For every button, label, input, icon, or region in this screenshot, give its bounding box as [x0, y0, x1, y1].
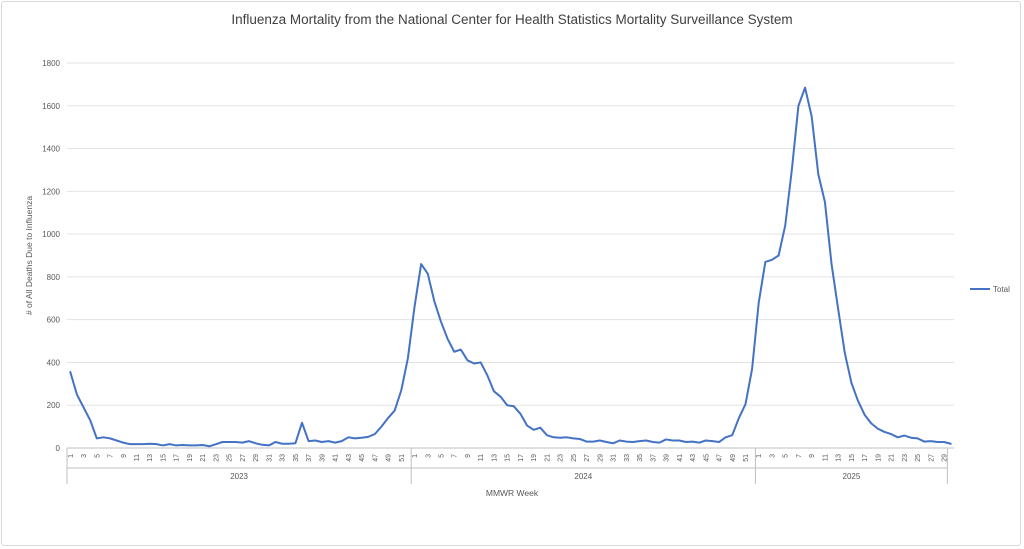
x-tick-label: 25: [915, 454, 922, 462]
x-tick-label: 39: [664, 454, 671, 462]
x-tick-label: 7: [108, 454, 115, 458]
x-tick-label: 31: [611, 454, 618, 462]
x-tick-label: 3: [81, 454, 88, 458]
x-tick-label: 35: [637, 454, 644, 462]
x-tick-label: 41: [677, 454, 684, 462]
y-tick-label: 1000: [42, 230, 60, 239]
x-tick-label: 35: [293, 454, 300, 462]
x-tick-label: 11: [134, 454, 141, 461]
x-tick-label: 47: [372, 454, 379, 462]
x-tick-label: 7: [796, 454, 803, 458]
x-tick-label: 11: [478, 454, 485, 461]
y-tick-label: 0: [56, 444, 61, 453]
x-tick-label: 15: [849, 454, 856, 462]
x-tick-label: 17: [174, 454, 181, 462]
y-tick-label: 1800: [42, 59, 60, 68]
x-tick-label: 5: [783, 454, 790, 458]
x-tick-label: 37: [650, 454, 657, 462]
y-tick-label: 200: [47, 401, 61, 410]
x-tick-label: 45: [359, 454, 366, 462]
x-tick-label: 11: [822, 454, 829, 461]
x-tick-label: 37: [306, 454, 313, 462]
x-tick-label: 9: [809, 454, 816, 458]
x-tick-label: 45: [703, 454, 710, 462]
x-tick-label: 33: [280, 454, 287, 462]
x-tick-label: 15: [160, 454, 167, 462]
x-tick-label: 27: [240, 454, 247, 462]
x-tick-label: 21: [544, 454, 551, 462]
x-tick-label: 3: [769, 454, 776, 458]
x-tick-label: 29: [942, 454, 949, 462]
x-tick-label: 19: [875, 454, 882, 462]
x-tick-label: 23: [902, 454, 909, 462]
year-label: 2025: [843, 472, 861, 481]
x-tick-label: 7: [452, 454, 459, 458]
x-tick-label: 43: [690, 454, 697, 462]
x-tick-label: 51: [743, 454, 750, 462]
x-tick-label: 13: [491, 454, 498, 462]
x-tick-label: 25: [571, 454, 578, 462]
x-tick-label: 9: [465, 454, 472, 458]
x-tick-label: 21: [200, 454, 207, 462]
x-tick-label: 5: [94, 454, 101, 458]
x-tick-label: 29: [597, 454, 604, 462]
x-tick-label: 19: [187, 454, 194, 462]
series-line-total: [69, 86, 952, 448]
y-tick-label: 1400: [42, 145, 60, 154]
x-tick-label: 1: [412, 454, 419, 458]
x-tick-label: 51: [399, 454, 406, 462]
legend-label: Total: [993, 285, 1010, 294]
y-tick-label: 600: [47, 316, 61, 325]
x-tick-label: 1: [68, 454, 75, 458]
x-tick-label: 25: [227, 454, 234, 462]
x-tick-label: 29: [253, 454, 260, 462]
x-tick-label: 49: [386, 454, 393, 462]
x-tick-label: 17: [862, 454, 869, 462]
x-tick-label: 43: [346, 454, 353, 462]
x-tick-label: 31: [266, 454, 273, 462]
x-tick-label: 23: [558, 454, 565, 462]
x-tick-label: 41: [333, 454, 340, 462]
x-tick-label: 15: [505, 454, 512, 462]
year-label: 2024: [574, 472, 592, 481]
y-tick-label: 1600: [42, 102, 60, 111]
y-tick-label: 800: [47, 273, 61, 282]
x-tick-label: 23: [213, 454, 220, 462]
x-tick-label: 13: [836, 454, 843, 462]
x-tick-label: 5: [438, 454, 445, 458]
x-axis-title: MMWR Week: [486, 488, 539, 498]
x-tick-label: 9: [121, 454, 128, 458]
x-tick-label: 47: [717, 454, 724, 462]
y-tick-label: 400: [47, 358, 61, 367]
x-tick-label: 17: [518, 454, 525, 462]
x-tick-label: 49: [730, 454, 737, 462]
y-axis-title: # of All Deaths Due to Influenza: [24, 196, 34, 315]
x-tick-label: 21: [889, 454, 896, 462]
x-tick-label: 19: [531, 454, 538, 462]
x-tick-label: 27: [584, 454, 591, 462]
x-tick-label: 13: [147, 454, 154, 462]
x-tick-label: 27: [928, 454, 935, 462]
x-tick-label: 39: [319, 454, 326, 462]
x-tick-label: 1: [756, 454, 763, 458]
x-tick-label: 33: [624, 454, 631, 462]
year-label: 2023: [230, 472, 248, 481]
x-tick-label: 3: [425, 454, 432, 458]
y-tick-label: 1200: [42, 187, 60, 196]
chart-title: Influenza Mortality from the National Ce…: [231, 12, 793, 27]
